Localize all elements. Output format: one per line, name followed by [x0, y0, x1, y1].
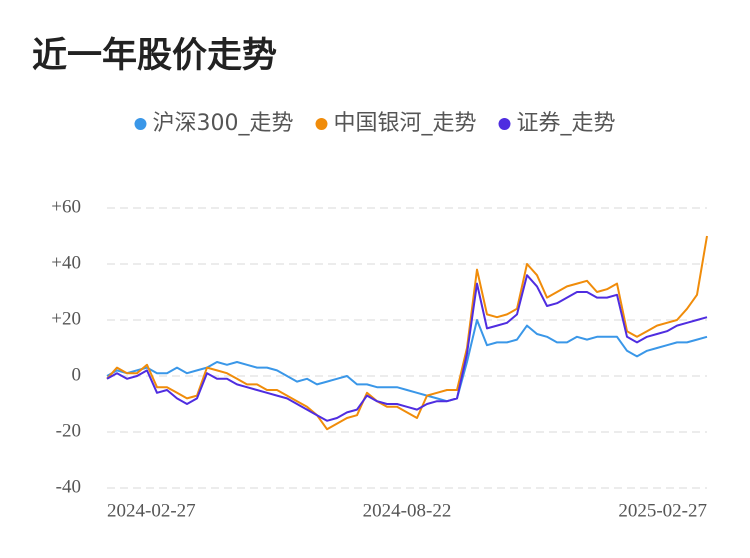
- y-tick-label: +40: [51, 252, 81, 273]
- y-tick-label: +60: [51, 196, 81, 217]
- y-tick-label: +20: [51, 308, 81, 329]
- line-series: [106, 274, 708, 422]
- y-tick-label: 0: [72, 364, 82, 385]
- legend-label: 沪深300_走势: [152, 111, 293, 136]
- line-series: [106, 235, 708, 431]
- chart-title: 近一年股价走势: [32, 36, 277, 76]
- x-tick-label: 2024-02-27: [107, 500, 196, 521]
- x-tick-label: 2024-08-22: [363, 500, 452, 521]
- line-series: [106, 319, 708, 403]
- y-tick-label: -20: [56, 420, 81, 441]
- legend-marker: [498, 118, 511, 130]
- x-tick-label: 2025-02-27: [618, 500, 707, 521]
- legend-marker: [134, 118, 147, 130]
- y-tick-label: -40: [56, 476, 81, 497]
- legend-marker: [315, 118, 328, 130]
- legend-label: 证券_走势: [517, 111, 616, 136]
- legend-label: 中国银河_走势: [333, 111, 476, 136]
